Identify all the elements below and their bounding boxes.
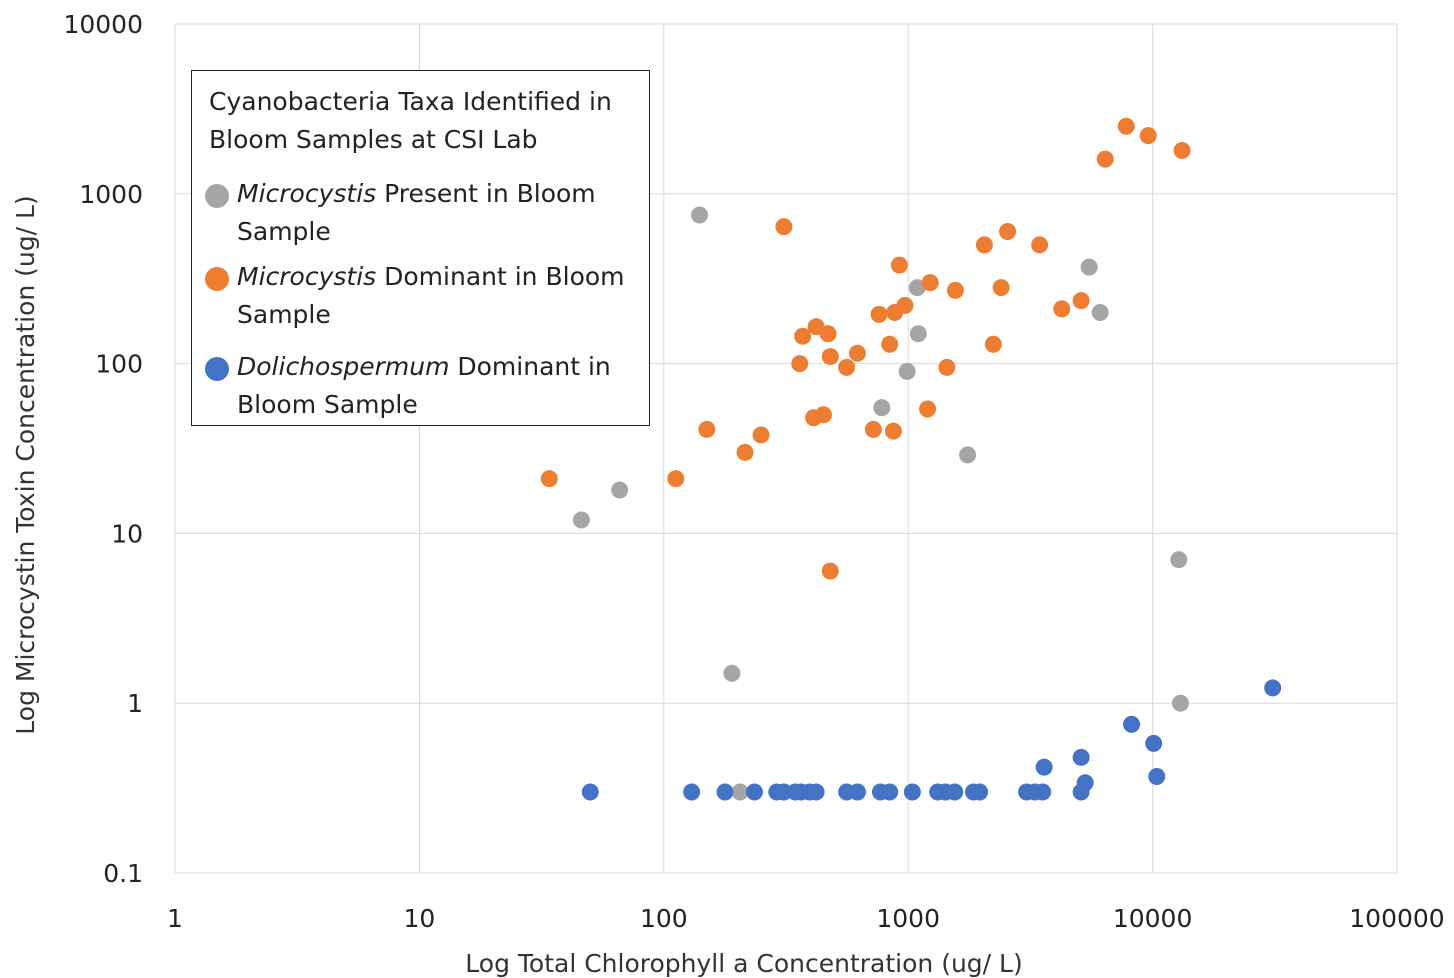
data-point — [1171, 694, 1189, 712]
legend-marker-blue — [205, 357, 229, 381]
data-point — [898, 362, 916, 380]
data-point — [881, 335, 899, 353]
data-point — [848, 344, 866, 362]
data-point — [814, 406, 832, 424]
data-point — [919, 400, 937, 418]
data-point — [946, 281, 964, 299]
x-tick-label: 1000 — [876, 904, 940, 933]
data-point — [1145, 734, 1163, 752]
data-point — [698, 420, 716, 438]
data-point — [775, 218, 793, 236]
data-point — [1072, 292, 1090, 310]
data-point — [971, 783, 989, 801]
data-point — [791, 355, 809, 373]
x-axis-title: Log Total Chlorophyll a Concentration (u… — [465, 949, 1022, 978]
legend-label-microcystis-present: Microcystis Present in Bloom Sample — [237, 179, 596, 246]
legend-title: Cyanobacteria Taxa Identified in Bloom S… — [209, 87, 612, 154]
data-point — [581, 783, 599, 801]
data-point — [736, 443, 754, 461]
data-point — [1170, 551, 1188, 569]
data-point — [938, 358, 956, 376]
data-point — [908, 279, 926, 297]
data-point — [716, 783, 734, 801]
data-point — [821, 348, 839, 366]
data-point — [999, 222, 1017, 240]
x-tick-label: 10000 — [1113, 904, 1193, 933]
y-tick-label: 100 — [95, 350, 143, 379]
y-tick-label: 0.1 — [103, 859, 143, 888]
data-point — [881, 783, 899, 801]
data-point — [807, 783, 825, 801]
data-point — [890, 256, 908, 274]
x-tick-label: 100000 — [1349, 904, 1444, 933]
data-point — [794, 327, 812, 345]
data-point — [1035, 758, 1053, 776]
y-tick-label: 1000 — [79, 180, 143, 209]
data-point — [1053, 300, 1071, 318]
data-point — [838, 358, 856, 376]
data-point — [984, 335, 1002, 353]
data-point — [896, 296, 914, 314]
data-point — [1076, 774, 1094, 792]
data-point — [752, 426, 770, 444]
y-axis-ticks: 0.1 1 10 100 1000 10000 — [63, 10, 143, 888]
data-point — [1148, 768, 1166, 786]
data-point — [975, 236, 993, 254]
data-point — [611, 481, 629, 499]
y-tick-label: 1 — [127, 689, 143, 718]
data-point — [821, 562, 839, 580]
data-point — [921, 274, 939, 292]
data-point — [848, 783, 866, 801]
legend-label-dolichospermum-dominant: Dolichospermum Dominant in Bloom Sample — [237, 352, 611, 419]
data-point — [946, 783, 964, 801]
data-point — [884, 422, 902, 440]
data-point — [1096, 150, 1114, 168]
data-point — [691, 206, 709, 224]
data-point — [667, 470, 685, 488]
data-points — [540, 117, 1282, 801]
data-point — [1031, 236, 1049, 254]
legend-marker-gray — [205, 184, 229, 208]
x-axis-ticks: 1 10 100 1000 10000 100000 — [167, 904, 1445, 933]
data-point — [909, 325, 927, 343]
legend-marker-orange — [205, 267, 229, 291]
y-tick-label: 10000 — [63, 10, 143, 39]
data-point — [1034, 783, 1052, 801]
data-point — [745, 783, 763, 801]
data-point — [903, 783, 921, 801]
data-point — [1117, 117, 1135, 135]
y-tick-label: 10 — [111, 519, 143, 548]
data-point — [1080, 258, 1098, 276]
data-point — [1264, 679, 1282, 697]
data-point — [992, 279, 1010, 297]
legend: Cyanobacteria Taxa Identified in Bloom S… — [191, 70, 650, 426]
data-point — [870, 305, 888, 323]
data-point — [540, 470, 558, 488]
data-point — [731, 783, 749, 801]
y-axis-title: Log Microcystin Toxin Concentration (ug/… — [11, 195, 40, 734]
data-point — [723, 664, 741, 682]
data-point — [1072, 748, 1090, 766]
data-point — [819, 325, 837, 343]
data-point — [864, 420, 882, 438]
x-tick-label: 1 — [167, 904, 183, 933]
data-point — [1123, 715, 1141, 733]
x-tick-label: 10 — [403, 904, 435, 933]
data-point — [1139, 127, 1157, 145]
data-point — [1173, 141, 1191, 159]
legend-label-microcystis-dominant: Microcystis Dominant in Bloom Sample — [237, 262, 625, 329]
data-point — [683, 783, 701, 801]
data-point — [572, 511, 590, 529]
data-point — [959, 446, 977, 464]
data-point — [1091, 303, 1109, 321]
data-point — [873, 399, 891, 417]
x-tick-label: 100 — [640, 904, 688, 933]
